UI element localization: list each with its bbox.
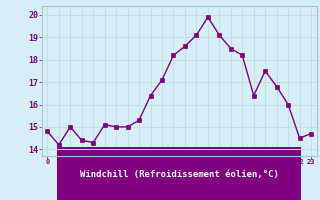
- X-axis label: Windchill (Refroidissement éolien,°C): Windchill (Refroidissement éolien,°C): [80, 170, 279, 179]
